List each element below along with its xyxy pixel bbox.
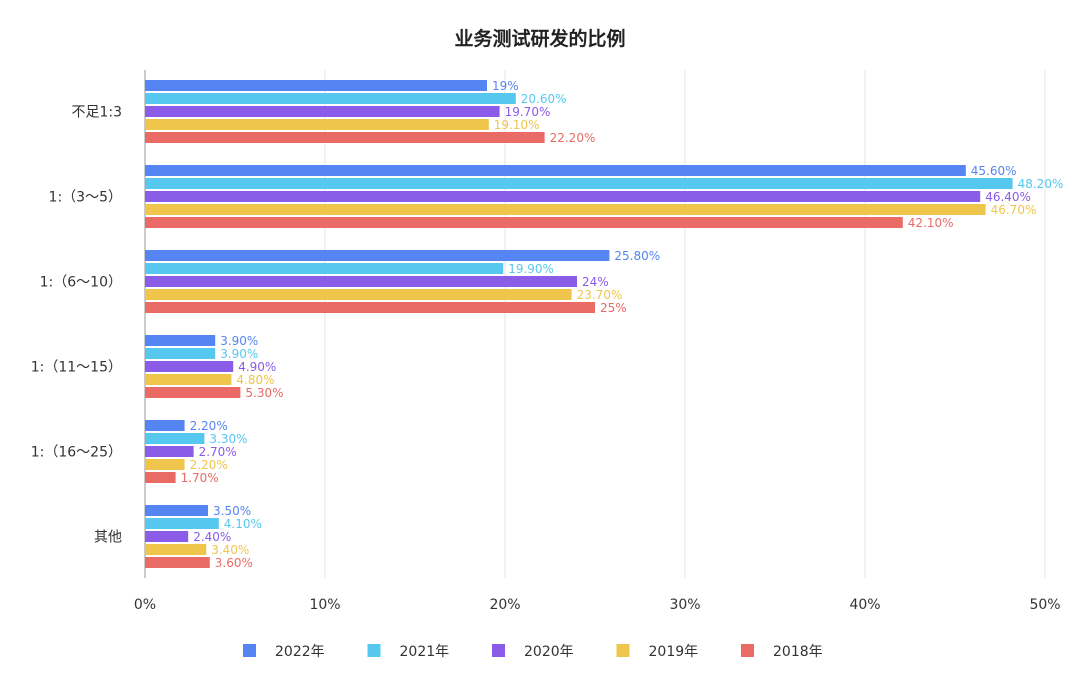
data-label: 19.70% xyxy=(505,105,551,119)
legend-label: 2022年 xyxy=(275,644,325,660)
bar xyxy=(145,132,545,143)
bar xyxy=(145,531,189,542)
data-label: 2.20% xyxy=(190,458,228,472)
data-label: 3.30% xyxy=(209,432,247,446)
category-label: 1:（6～10） xyxy=(40,275,122,291)
bar xyxy=(145,459,185,470)
category-label: 1:（11～15） xyxy=(31,360,122,376)
legend: 2022年 2021年 2020年 2019年 2018年 xyxy=(243,644,823,660)
bar xyxy=(145,374,232,385)
legend-label: 2019年 xyxy=(649,644,699,660)
data-label: 23.70% xyxy=(577,288,623,302)
gridlines xyxy=(144,70,1046,578)
category-label: 其他 xyxy=(94,530,122,546)
data-label: 46.40% xyxy=(985,190,1031,204)
x-tick-label: 20% xyxy=(489,597,520,613)
data-label: 46.70% xyxy=(991,203,1037,217)
category-label: 不足1:3 xyxy=(71,105,122,121)
legend-swatch xyxy=(741,644,754,657)
x-tick-label: 50% xyxy=(1029,597,1060,613)
x-tick-label: 10% xyxy=(309,597,340,613)
bar xyxy=(145,302,595,313)
data-label: 5.30% xyxy=(245,386,283,400)
data-label: 1.70% xyxy=(181,471,219,485)
legend-label: 2018年 xyxy=(773,644,823,660)
bar xyxy=(145,335,216,346)
bar xyxy=(145,446,194,457)
legend-swatch xyxy=(616,644,630,657)
data-label: 3.90% xyxy=(220,347,258,361)
data-label: 20.60% xyxy=(521,92,567,106)
data-label: 19% xyxy=(492,79,519,93)
data-label: 25% xyxy=(600,301,627,315)
data-label: 3.40% xyxy=(211,543,249,557)
bar xyxy=(145,505,208,516)
data-label: 19.10% xyxy=(494,118,540,132)
data-label: 48.20% xyxy=(1018,177,1064,191)
bar xyxy=(145,263,504,274)
category-label: 1:（16～25） xyxy=(31,445,122,461)
data-label: 2.40% xyxy=(193,530,231,544)
bar xyxy=(145,119,489,130)
bar xyxy=(145,217,903,228)
bar xyxy=(145,191,981,202)
data-label: 19.90% xyxy=(508,262,554,276)
data-label: 3.90% xyxy=(220,334,258,348)
data-label: 2.70% xyxy=(199,445,237,459)
bar xyxy=(145,93,516,104)
bar xyxy=(145,420,185,431)
data-label: 4.10% xyxy=(224,517,262,531)
bar xyxy=(145,361,234,372)
bar xyxy=(145,348,216,359)
data-label: 25.80% xyxy=(614,249,660,263)
legend-swatch xyxy=(367,644,381,657)
bar xyxy=(145,165,966,176)
bar xyxy=(145,178,1013,189)
data-label: 2.20% xyxy=(190,419,228,433)
bars xyxy=(145,80,1013,568)
data-label: 3.50% xyxy=(213,504,251,518)
bar xyxy=(145,106,500,117)
legend-label: 2021年 xyxy=(400,644,450,660)
legend-label: 2020年 xyxy=(524,644,574,660)
bar xyxy=(145,276,577,287)
data-label: 3.60% xyxy=(215,556,253,570)
data-label: 22.20% xyxy=(550,131,596,145)
data-label: 4.80% xyxy=(236,373,274,387)
bar xyxy=(145,433,205,444)
x-axis-ticks: 0% 10% 20% 30% 40% 50% xyxy=(134,597,1061,613)
bar xyxy=(145,472,176,483)
bar xyxy=(145,80,487,91)
data-label: 4.90% xyxy=(238,360,276,374)
bar xyxy=(145,250,610,261)
bar xyxy=(145,557,210,568)
x-tick-label: 40% xyxy=(849,597,880,613)
data-label: 42.10% xyxy=(908,216,954,230)
bar xyxy=(145,544,207,555)
data-labels: 19%20.60%19.70%19.10%22.20%45.60%48.20%4… xyxy=(181,79,1064,570)
bar xyxy=(145,518,219,529)
x-tick-label: 30% xyxy=(669,597,700,613)
bar xyxy=(145,204,986,215)
bar xyxy=(145,387,241,398)
bar xyxy=(145,289,572,300)
legend-swatch xyxy=(492,644,505,657)
x-tick-label: 0% xyxy=(134,597,156,613)
category-labels: 不足1:3 1:（3～5） 1:（6～10） 1:（11～15） 1:（16～25） 其他 xyxy=(31,105,122,546)
chart-title: 业务测试研发的比例 xyxy=(454,27,625,50)
legend-swatch xyxy=(243,644,256,657)
data-label: 45.60% xyxy=(971,164,1017,178)
category-label: 1:（3～5） xyxy=(49,190,122,206)
data-label: 24% xyxy=(582,275,609,289)
